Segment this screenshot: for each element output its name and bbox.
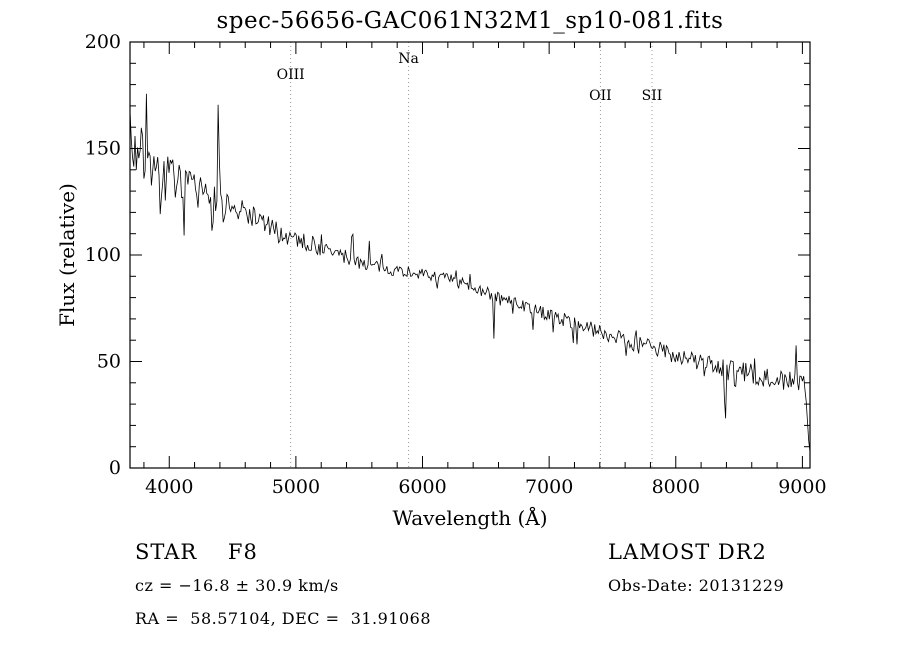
spectrum-trace bbox=[129, 93, 811, 452]
spectral-line-label: Na bbox=[398, 51, 419, 67]
x-tick-label: 8000 bbox=[652, 476, 700, 498]
x-tick-label: 5000 bbox=[272, 476, 320, 498]
y-tick-label: 50 bbox=[97, 351, 121, 373]
y-tick-label: 0 bbox=[109, 457, 121, 479]
classification-text: STAR F8 bbox=[135, 540, 258, 564]
survey-text: LAMOST DR2 bbox=[608, 540, 767, 564]
spectral-line-label: SII bbox=[642, 88, 663, 104]
cz-velocity-text: cz = −16.8 ± 30.9 km/s bbox=[135, 576, 339, 595]
x-axis-label: Wavelength (Å) bbox=[392, 506, 548, 530]
y-tick-label: 200 bbox=[85, 31, 121, 53]
axis-box bbox=[129, 41, 811, 469]
x-tick-label: 9000 bbox=[778, 476, 826, 498]
x-tick-label: 7000 bbox=[525, 476, 573, 498]
y-tick-label: 100 bbox=[85, 244, 121, 266]
plot-title: spec-56656-GAC061N32M1_sp10-081.fits bbox=[216, 8, 724, 34]
obs-date-text: Obs-Date: 20131229 bbox=[608, 576, 785, 595]
y-tick-label: 150 bbox=[85, 138, 121, 160]
x-tick-label: 6000 bbox=[398, 476, 446, 498]
spectral-line-label: OIII bbox=[277, 67, 305, 83]
ra-dec-text: RA = 58.57104, DEC = 31.91068 bbox=[135, 609, 432, 628]
spectral-line-label: OII bbox=[589, 88, 612, 104]
x-tick-label: 4000 bbox=[145, 476, 193, 498]
